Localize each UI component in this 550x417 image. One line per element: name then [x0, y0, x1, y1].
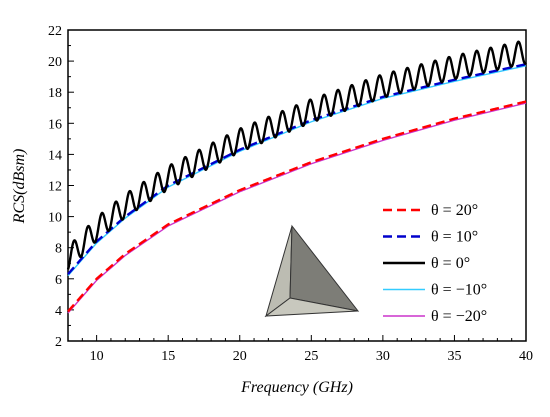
tick-labels: 10 15 20 25 30 35 40 2 4 6 8 10 12 14 16 18 20 22 — [48, 24, 533, 364]
plot-area: 10 15 20 25 30 35 40 2 4 6 8 10 12 14 16 18 20 22 — [48, 24, 533, 364]
y-axis-title: RCS(dBsm) — [11, 149, 28, 225]
legend-label: θ = 0° — [431, 255, 470, 272]
y-tick-label: 10 — [48, 211, 62, 226]
series-line — [67, 102, 527, 314]
trihedral-reflector-image — [264, 224, 360, 318]
series-line — [67, 100, 527, 313]
x-tick-label: 15 — [161, 349, 175, 364]
series-lines — [66, 40, 527, 314]
legend-label: θ = 20° — [431, 202, 478, 219]
series-line — [67, 63, 527, 275]
y-tick-label: 18 — [48, 86, 62, 101]
legend-label: θ = 10° — [431, 229, 478, 246]
y-tick-label: 12 — [48, 180, 62, 195]
legend-label: θ = −10° — [431, 282, 487, 299]
x-tick-label: 35 — [447, 349, 461, 364]
x-tick-label: 40 — [519, 349, 533, 364]
y-tick-label: 6 — [55, 273, 62, 288]
y-tick-label: 16 — [48, 117, 62, 132]
x-tick-label: 20 — [233, 349, 247, 364]
y-tick-label: 20 — [48, 55, 62, 70]
legend-label: θ = −20° — [431, 308, 487, 325]
series-line — [67, 65, 527, 277]
y-tick-label: 2 — [55, 335, 62, 350]
y-tick-label: 14 — [48, 148, 62, 163]
y-tick-label: 8 — [55, 242, 62, 257]
legend: θ = 20° θ = 10° θ = 0° θ = −10° θ = −20° — [383, 202, 487, 325]
y-tick-label: 22 — [48, 24, 62, 39]
y-tick-label: 4 — [55, 304, 62, 319]
x-tick-label: 25 — [304, 349, 318, 364]
x-axis-title: Frequency (GHz) — [240, 379, 353, 396]
series-line — [66, 40, 527, 270]
x-tick-label: 10 — [90, 349, 104, 364]
x-tick-label: 30 — [376, 349, 390, 364]
